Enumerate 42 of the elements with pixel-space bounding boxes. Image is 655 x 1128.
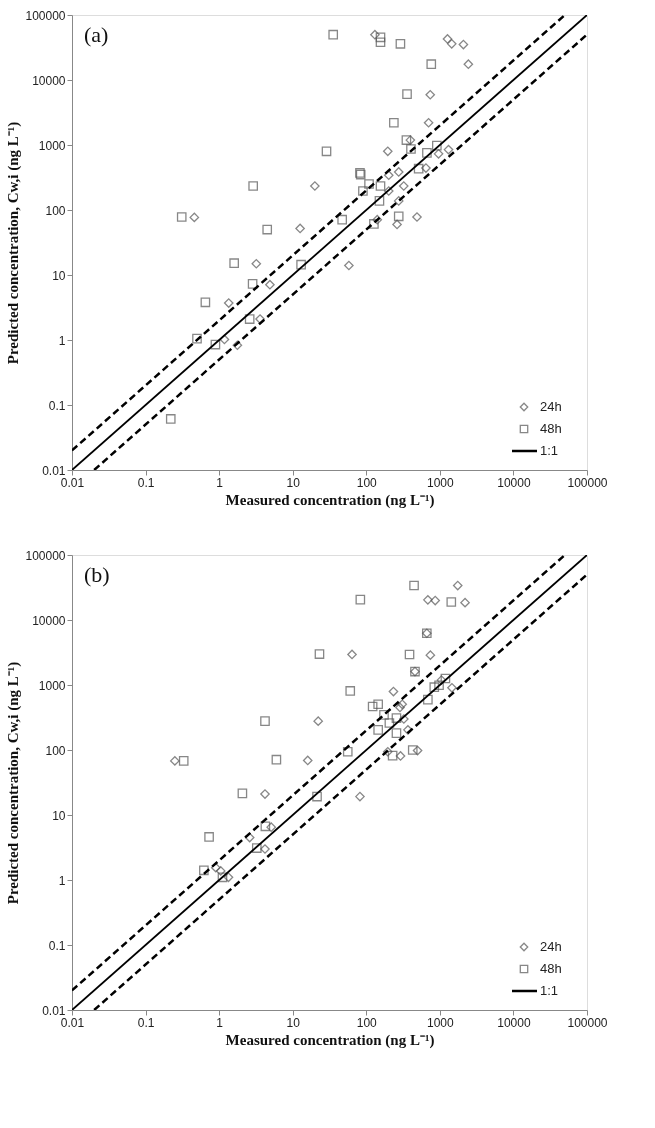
y-tick-label: 10000 [32, 73, 66, 88]
y-tick-label: 10 [52, 268, 66, 283]
x-tick-label: 0.1 [137, 1015, 155, 1030]
y-tick-label: 1000 [38, 138, 66, 153]
x-tick-label: 100000 [567, 475, 608, 490]
x-tick-label: 10 [286, 1015, 301, 1030]
x-tick-label: 10000 [497, 1015, 531, 1030]
x-tick-label: 10 [286, 475, 301, 490]
y-tick-label: 1 [58, 873, 66, 888]
x-axis-title: Measured concentration (ng L⁻¹) [225, 1031, 435, 1049]
legend-label: 48h [540, 961, 562, 976]
y-tick-label: 100000 [25, 8, 66, 23]
x-tick-label: 1000 [427, 475, 455, 490]
legend-label: 24h [540, 939, 562, 954]
y-tick-label: 100 [45, 203, 66, 218]
y-axis-title: Predicted concentration, Cw,i (ng L⁻¹) [5, 661, 23, 905]
legend-label: 24h [540, 399, 562, 414]
y-axis-title: Predicted concentration, Cw,i (ng L⁻¹) [5, 121, 23, 365]
y-tick-label: 100000 [25, 548, 66, 563]
annotation: (a) [84, 22, 109, 47]
x-tick-label: 100 [356, 1015, 378, 1030]
x-tick-label: 100 [356, 475, 378, 490]
y-tick-label: 0.01 [42, 1003, 66, 1018]
y-tick-label: 1000 [38, 678, 66, 693]
y-tick-label: 10 [52, 808, 66, 823]
legend-label: 1:1 [540, 983, 559, 998]
legend-label: 1:1 [540, 443, 559, 458]
legend-label: 48h [540, 421, 562, 436]
x-axis-title: Measured concentration (ng L⁻¹) [225, 491, 435, 509]
y-tick-label: 0.1 [48, 398, 66, 413]
y-tick-label: 10000 [32, 613, 66, 628]
x-tick-label: 0.1 [137, 475, 155, 490]
y-tick-label: 0.1 [48, 938, 66, 953]
x-tick-label: 1 [216, 475, 224, 490]
annotation: (b) [84, 562, 110, 587]
y-tick-label: 0.01 [42, 463, 66, 478]
y-tick-label: 1 [58, 333, 66, 348]
x-tick-label: 100000 [567, 1015, 608, 1030]
x-tick-label: 1 [216, 1015, 224, 1030]
x-tick-label: 10000 [497, 475, 531, 490]
y-tick-label: 100 [45, 743, 66, 758]
x-tick-label: 1000 [427, 1015, 455, 1030]
